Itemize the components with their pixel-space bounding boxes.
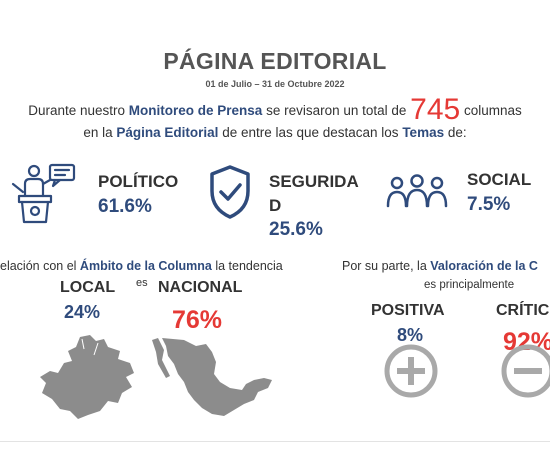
intro-line-1: Durante nuestro Monitoreo de Prensa se r… [28,93,522,126]
theme-seguridad-label-2: D [269,196,282,215]
theme-politico-label: POLÍTICO [98,172,179,191]
people-group-icon [386,174,448,208]
intro-line-2: en la Página Editorial de entre las que … [83,125,467,140]
local-label: LOCAL [60,279,116,296]
jalisco-map-icon [40,335,134,419]
period-date: 01 de Julio – 31 de Octubre 2022 [205,79,345,89]
positiva-label: POSITIVA [371,302,445,319]
valoracion-text-2: es principalmente [424,279,515,291]
theme-social-pct: 7.5% [467,194,511,215]
theme-social-label: SOCIAL [467,170,532,189]
theme-seguridad-label-1: SEGURIDA [269,172,359,191]
shield-check-icon [210,165,250,219]
positiva-pct: 8% [397,325,424,345]
national-label: NACIONAL [158,279,243,296]
theme-politico-pct: 61.6% [98,196,152,217]
minus-circle-icon [501,344,550,398]
national-pct: 76% [172,306,223,334]
intro-text: Durante nuestro Monitoreo de Prensa se r… [0,93,550,147]
theme-seguridad-pct: 25.6% [269,219,323,240]
mexico-map-icon [152,338,272,416]
total-columns: 745 [410,93,461,126]
valoracion-text: Por su parte, la Valoración de la C [342,259,538,273]
critica-label: CRÍTIC [496,302,550,319]
plus-circle-icon [384,344,438,398]
ambito-text: elación con el Ámbito de la Columna la t… [0,259,283,273]
podium-speaker-icon [11,163,76,224]
page-title: PÁGINA EDITORIAL [163,48,387,74]
bottom-divider [0,441,550,442]
local-pct: 24% [64,302,101,322]
es-connector: es [136,277,148,289]
